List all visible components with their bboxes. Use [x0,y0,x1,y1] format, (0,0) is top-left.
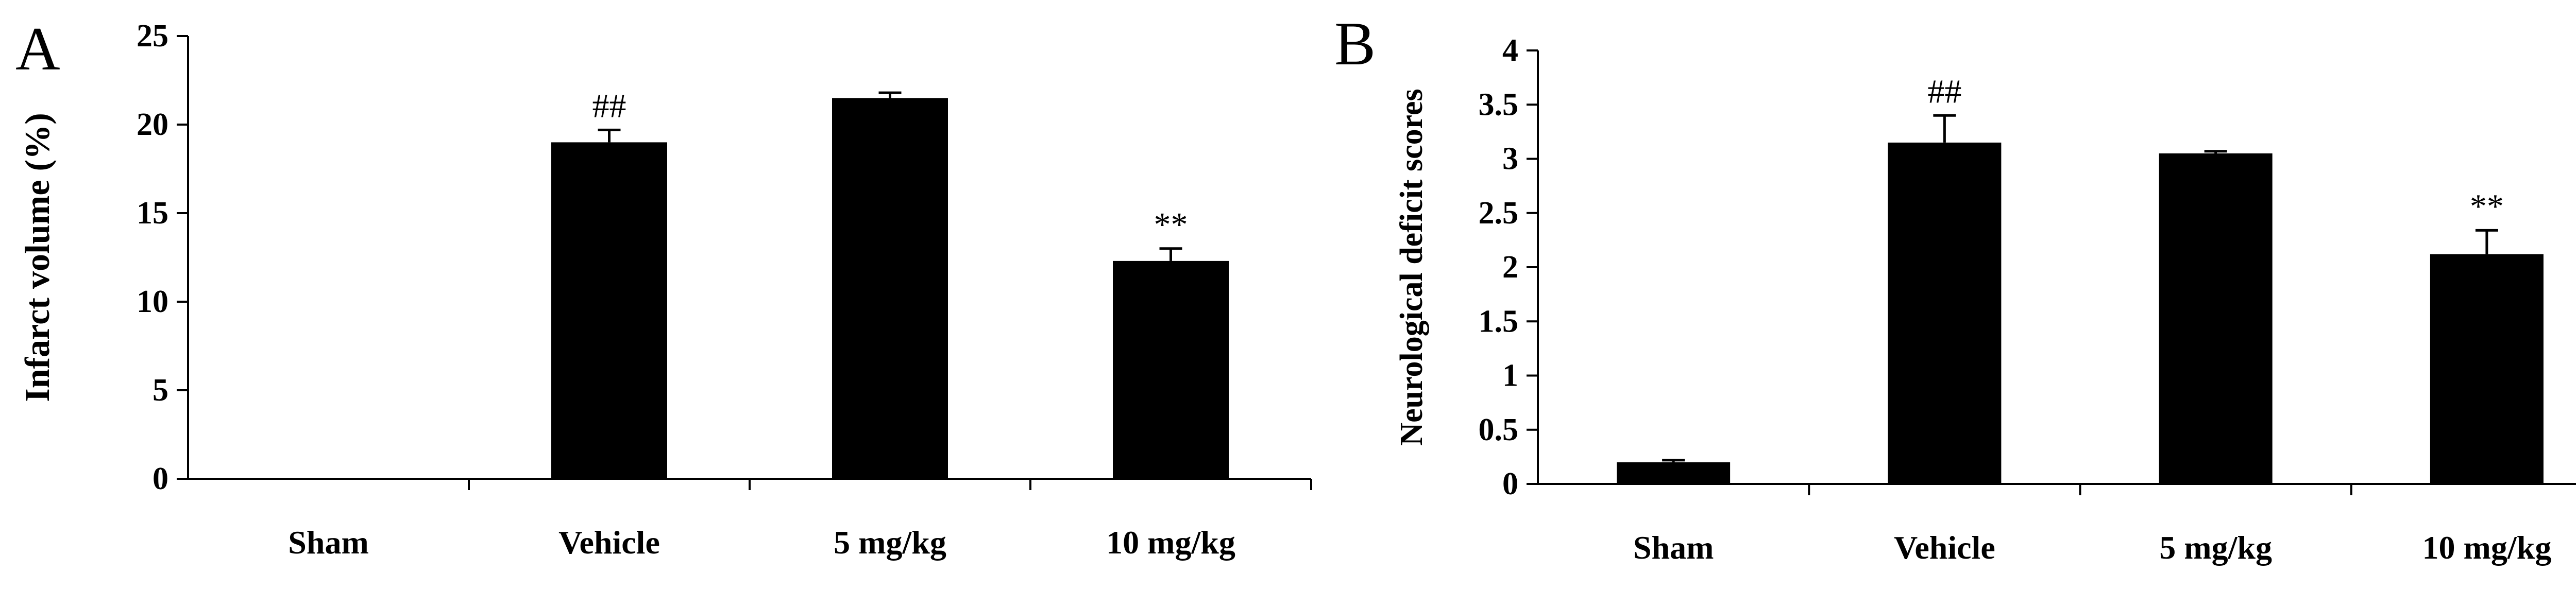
y-tick-label: 0.5 [1479,412,1519,447]
y-tick-label: 15 [137,196,168,231]
y-axis-label: Neurological deficit scores [1394,89,1429,445]
x-tick-label: 5 mg/kg [834,524,946,561]
y-tick-label: 1.5 [1479,304,1519,339]
x-tick-label: Sham [1633,529,1714,566]
x-tick-label: 10 mg/kg [1106,524,1235,561]
significance-marker: ** [2470,187,2504,225]
bar [551,142,667,479]
y-tick-label: 2 [1502,250,1518,285]
y-tick-label: 3.5 [1479,87,1519,122]
significance-marker: ** [1154,206,1188,244]
y-tick-label: 4 [1502,33,1518,68]
x-tick-label: 5 mg/kg [2159,529,2272,566]
significance-marker: ## [1927,73,1961,110]
chart-panel-a: A Infarct volume (%) 0 5 10 15 20 25 Sham ## Vehic… [15,14,1312,561]
x-tick-label: 10 mg/kg [2422,529,2552,566]
x-tick-label: Sham [288,524,369,561]
bar [832,98,948,479]
significance-marker: ## [592,87,626,125]
y-tick-label: 3 [1502,142,1518,177]
y-tick-label: 0 [152,461,168,496]
y-tick-label: 2.5 [1479,196,1519,231]
bar [2430,254,2544,484]
y-axis-label: Infarct volume (%) [18,113,57,402]
bar [2159,153,2273,484]
y-tick-label: 5 [152,373,168,408]
panel-label: B [1334,9,1376,78]
y-tick-label: 20 [137,107,168,142]
bar [1617,462,1731,484]
x-tick-label: Vehicle [1894,529,1995,566]
y-tick-label: 25 [137,19,168,54]
y-tick-label: 10 [137,284,168,319]
y-tick-label: 1 [1502,358,1518,393]
y-tick-label: 0 [1502,466,1518,501]
x-tick-label: Vehicle [558,524,660,561]
bar [1888,142,2002,484]
panel-label: A [15,14,60,83]
chart-panel-b: B Neurological deficit scores 0 0.5 1 1.5 2 2.5… [1334,9,2576,566]
bar [1113,261,1229,479]
